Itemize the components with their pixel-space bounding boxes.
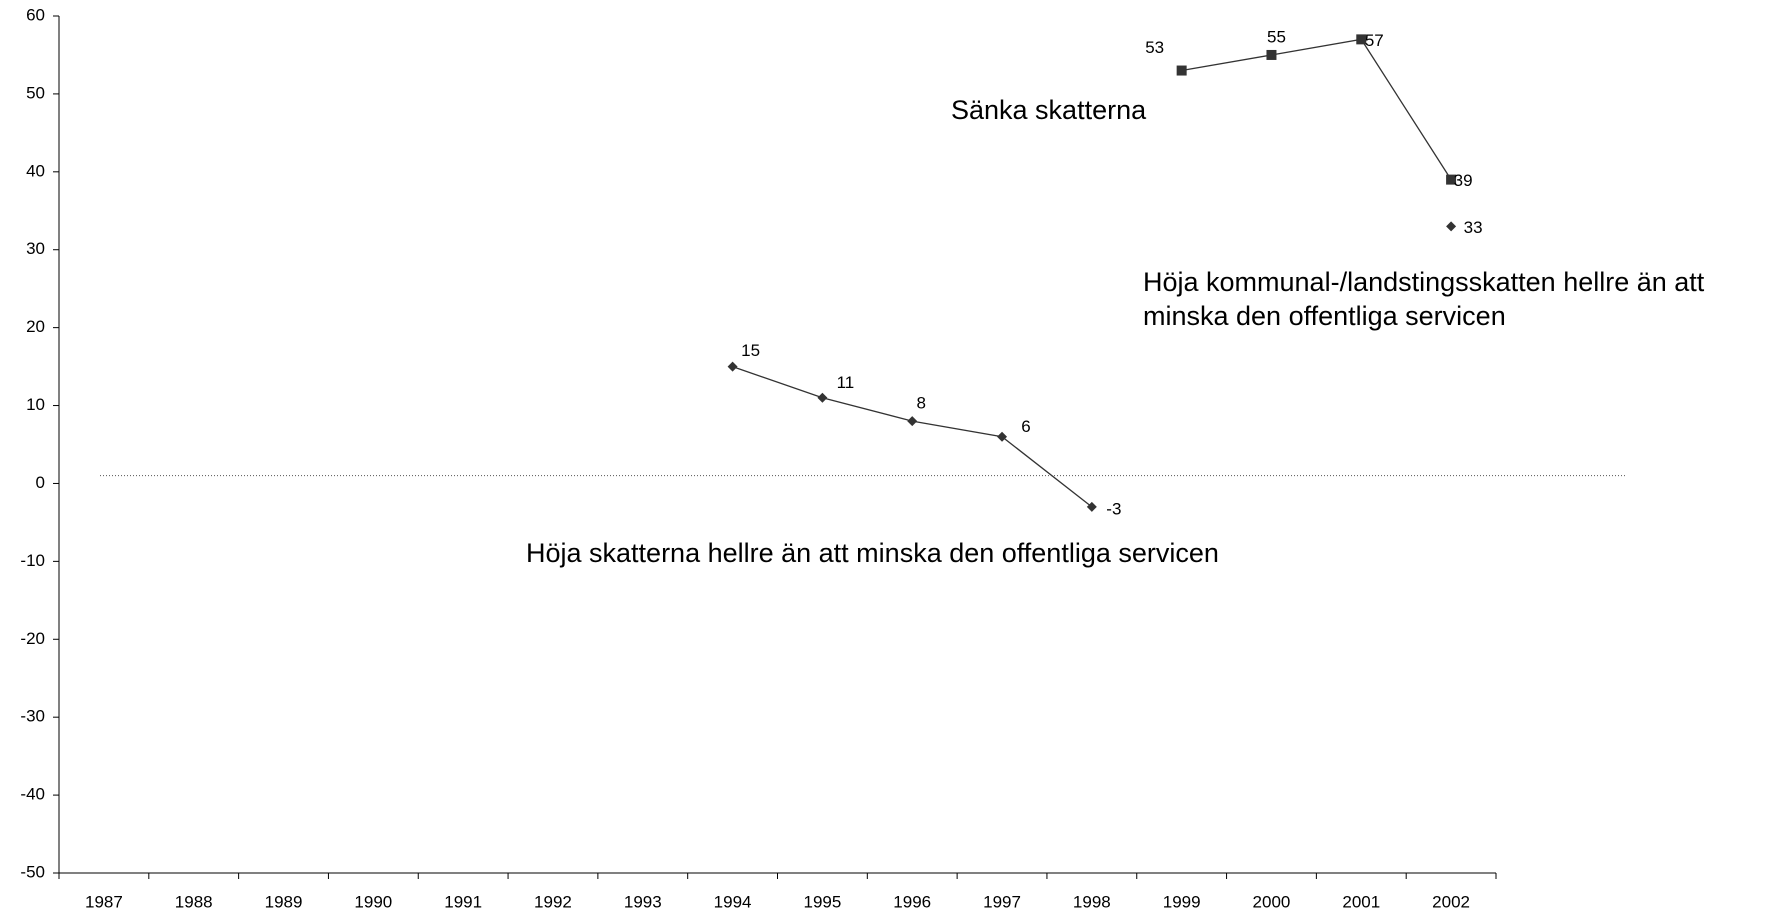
series-annotation: Höja kommunal-/landstingsskatten hellre … [1143, 267, 1705, 331]
series-line [732, 365, 1093, 508]
x-tick-label: 1989 [265, 892, 303, 911]
marker [907, 416, 918, 427]
data-label: -3 [1106, 499, 1121, 518]
data-label: 8 [916, 394, 925, 413]
marker [1176, 65, 1187, 76]
data-label: 53 [1145, 38, 1164, 57]
x-tick-label: 1988 [175, 892, 213, 911]
marker [1446, 174, 1457, 185]
series-line [1181, 38, 1452, 180]
data-label: 11 [837, 373, 855, 392]
x-tick-label: 2002 [1432, 892, 1470, 911]
marker [1086, 501, 1097, 512]
y-tick-label: -50 [20, 862, 45, 881]
data-label: 15 [741, 341, 760, 360]
y-tick-label: 30 [26, 239, 45, 258]
series-annotation: Sänka skatterna [951, 95, 1147, 125]
marker [1266, 49, 1277, 60]
y-tick-label: 20 [26, 317, 45, 336]
x-tick-label: 1999 [1163, 892, 1201, 911]
x-tick-label: 2000 [1253, 892, 1291, 911]
x-tick-label: 1992 [534, 892, 572, 911]
x-tick-label: 1993 [624, 892, 662, 911]
data-label: 33 [1464, 218, 1483, 237]
x-tick-label: 1994 [714, 892, 752, 911]
y-tick-label: 0 [36, 473, 45, 492]
data-label: 6 [1021, 417, 1030, 436]
data-label: 55 [1267, 27, 1286, 46]
marker [727, 361, 738, 372]
x-tick-label: 2001 [1342, 892, 1380, 911]
y-tick-label: -20 [20, 629, 45, 648]
y-tick-label: -10 [20, 551, 45, 570]
marker [1446, 221, 1457, 232]
series-annotation: Höja skatterna hellre än att minska den … [526, 538, 1219, 568]
x-tick-label: 1996 [893, 892, 931, 911]
y-tick-label: 50 [26, 83, 45, 102]
x-tick-label: 1991 [444, 892, 482, 911]
x-tick-label: 1990 [354, 892, 392, 911]
data-label: 39 [1454, 171, 1473, 190]
y-tick-label: 60 [26, 5, 45, 24]
y-tick-label: -40 [20, 785, 45, 804]
marker [817, 392, 828, 403]
x-tick-label: 1997 [983, 892, 1021, 911]
marker [997, 431, 1008, 442]
x-tick-label: 1987 [85, 892, 123, 911]
y-tick-label: 10 [26, 395, 45, 414]
data-label: 57 [1365, 31, 1384, 50]
marker [1356, 34, 1367, 45]
y-tick-label: 40 [26, 161, 45, 180]
y-tick-label: -30 [20, 707, 45, 726]
x-tick-label: 1998 [1073, 892, 1111, 911]
x-tick-label: 1995 [803, 892, 841, 911]
